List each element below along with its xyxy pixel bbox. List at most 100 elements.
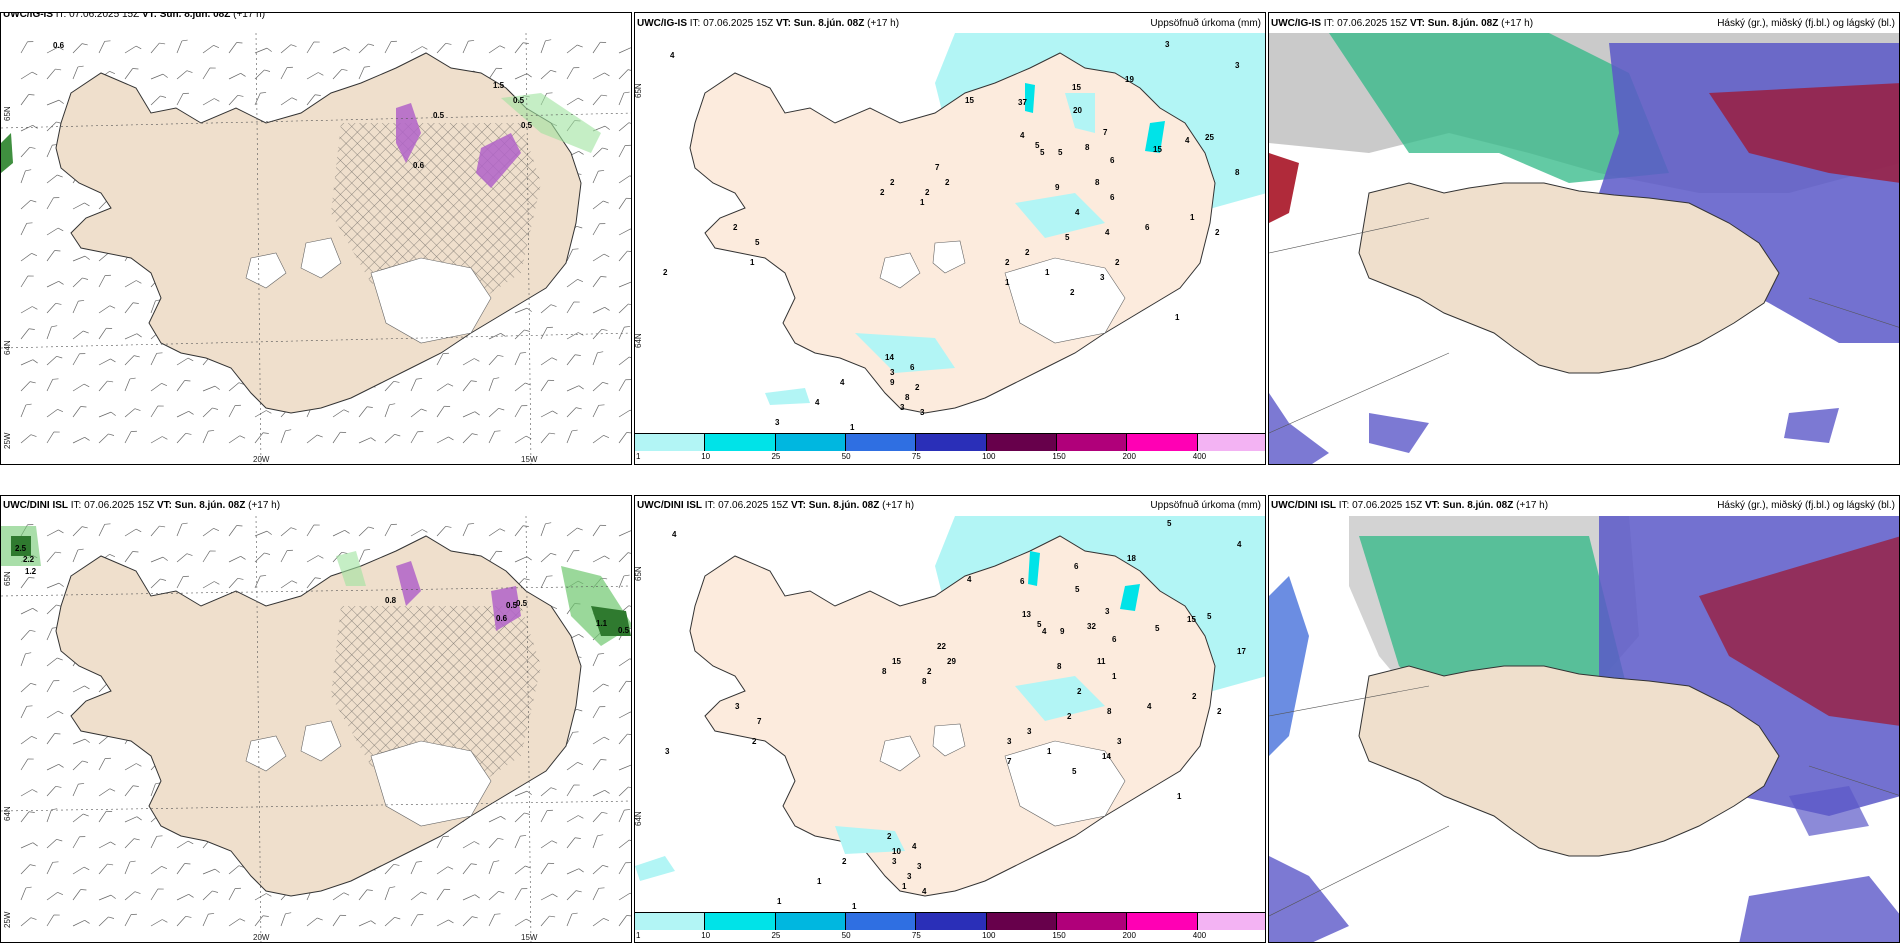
wind-barb bbox=[72, 255, 90, 262]
wind-barb bbox=[618, 432, 631, 444]
wind-barb bbox=[20, 434, 37, 444]
wind-barb bbox=[20, 577, 35, 589]
wind-barb bbox=[566, 248, 579, 262]
wind-barb bbox=[176, 380, 191, 392]
wind-barb bbox=[124, 430, 137, 444]
precip-value-label: 1 bbox=[850, 423, 855, 432]
wind-barb bbox=[98, 757, 111, 771]
precip-value-label: 3 bbox=[907, 872, 912, 881]
wind-barb bbox=[384, 863, 400, 875]
wind-barb bbox=[150, 835, 163, 849]
wind-barb bbox=[436, 525, 452, 537]
precip-value-label: 1 bbox=[1005, 278, 1010, 287]
wind-barb bbox=[72, 889, 87, 901]
iceland-landmass bbox=[1358, 182, 1780, 374]
init-time: IT: 07.06.2025 15Z bbox=[1338, 500, 1423, 511]
wind-barb bbox=[566, 550, 580, 563]
valid-time: Sun. 8.jún. 08Z bbox=[808, 500, 880, 511]
colorbar-segment bbox=[845, 913, 917, 930]
precip-value-label: 15 bbox=[1072, 83, 1081, 92]
valid-time: Sun. 8.jún. 08Z bbox=[793, 18, 865, 29]
colorbar-tick-label: 50 bbox=[841, 452, 851, 461]
wind-barb bbox=[228, 577, 244, 589]
wind-barb bbox=[514, 405, 528, 418]
precip-value-label: 10 bbox=[892, 847, 901, 856]
colorbar-tick-label: 200 bbox=[1122, 452, 1136, 461]
wind-barb bbox=[436, 383, 454, 392]
wind-barb bbox=[618, 552, 631, 563]
wind-barb bbox=[618, 839, 631, 849]
model-name: UWC/IG-IS bbox=[637, 18, 687, 29]
glacier-lang bbox=[245, 252, 287, 289]
model-name: UWC/IG-IS bbox=[3, 12, 53, 20]
precip-value-label: 5 bbox=[1075, 585, 1080, 594]
glacier-vatna bbox=[370, 257, 492, 344]
wind-barb bbox=[514, 835, 527, 849]
wind-barb bbox=[514, 812, 531, 823]
precip-value-label: 6 bbox=[1110, 193, 1115, 202]
wind-barb bbox=[514, 435, 532, 444]
wind-barb bbox=[514, 865, 531, 875]
wind-barb bbox=[618, 356, 631, 366]
wind-barb bbox=[98, 358, 116, 366]
colorbar-tick-label: 150 bbox=[1052, 452, 1066, 461]
wind-barb bbox=[176, 92, 189, 106]
wind-barb bbox=[202, 385, 220, 392]
panel-variable-title: Uppsöfnuð úrkoma (mm) bbox=[1150, 500, 1261, 511]
wind-barb bbox=[46, 838, 63, 849]
colorbar-segment bbox=[986, 434, 1057, 451]
colorbar-segment bbox=[705, 913, 776, 930]
precip-value-label: 3 bbox=[1117, 737, 1122, 746]
wind-barb bbox=[618, 175, 631, 184]
wind-barb bbox=[228, 72, 246, 80]
precip-value-label: 5 bbox=[1167, 519, 1172, 528]
wind-barb bbox=[150, 578, 167, 589]
wind-barb bbox=[566, 731, 579, 745]
wind-barb bbox=[72, 685, 90, 693]
colorbar-segment bbox=[1127, 913, 1198, 930]
wind-barb bbox=[176, 357, 194, 366]
lead-time: (+17 h) bbox=[867, 18, 900, 29]
wind-barb bbox=[592, 223, 606, 236]
wind-barb bbox=[46, 99, 64, 106]
wind-barb bbox=[124, 816, 142, 823]
wind-barb bbox=[254, 893, 272, 901]
map-panel-cloud-bottom: UWC/DINI ISL IT: 07.06.2025 15Z VT: Sun.… bbox=[1268, 495, 1900, 943]
wind-barb bbox=[462, 380, 477, 392]
wind-barb bbox=[462, 433, 478, 444]
valid-label: VT: bbox=[775, 18, 791, 29]
wind-barb bbox=[176, 39, 188, 54]
map-panel-wind-top: 0.6 0.5 0.5 0.5 0.6 1.5 UWC/IG-IS IT: 07… bbox=[0, 12, 632, 465]
precip-value-label: 6 bbox=[1020, 577, 1025, 586]
precip-value-label: 2 bbox=[663, 268, 668, 277]
precip-value-label: 15 bbox=[1187, 615, 1196, 624]
wind-barb bbox=[488, 430, 501, 444]
colorbar-tick-label: 150 bbox=[1052, 931, 1066, 940]
precip-value-label: 3 bbox=[900, 403, 905, 412]
wind-barb bbox=[228, 404, 241, 418]
wind-barb bbox=[592, 736, 610, 745]
wind-barb bbox=[124, 45, 142, 54]
wind-barb bbox=[150, 888, 164, 901]
wind-barb bbox=[410, 378, 423, 392]
precip-label: 2.5 bbox=[15, 544, 27, 553]
wind-barb bbox=[540, 840, 558, 849]
precip-value-label: 9 bbox=[890, 378, 895, 387]
precip-value-label: 1 bbox=[777, 897, 782, 906]
wind-barb bbox=[566, 527, 583, 537]
wind-barb bbox=[514, 352, 527, 366]
wind-barb bbox=[592, 789, 610, 797]
wind-barb bbox=[254, 575, 267, 589]
wind-barb bbox=[618, 197, 631, 210]
wind-barb bbox=[566, 837, 581, 849]
precip-value-label: 1 bbox=[1045, 268, 1050, 277]
precip-value-label: 3 bbox=[665, 747, 670, 756]
wind-barb bbox=[436, 42, 452, 54]
precip-value-label: 1 bbox=[817, 877, 822, 886]
colorbar-segment bbox=[635, 913, 706, 930]
lon-label: 20W bbox=[253, 455, 270, 464]
model-name: UWC/IG-IS bbox=[1271, 18, 1321, 29]
wind-barb bbox=[514, 382, 531, 392]
panel-header: UWC/IG-IS IT: 07.06.2025 15Z VT: Sun. 8.… bbox=[3, 12, 265, 21]
wind-barb bbox=[410, 861, 423, 875]
